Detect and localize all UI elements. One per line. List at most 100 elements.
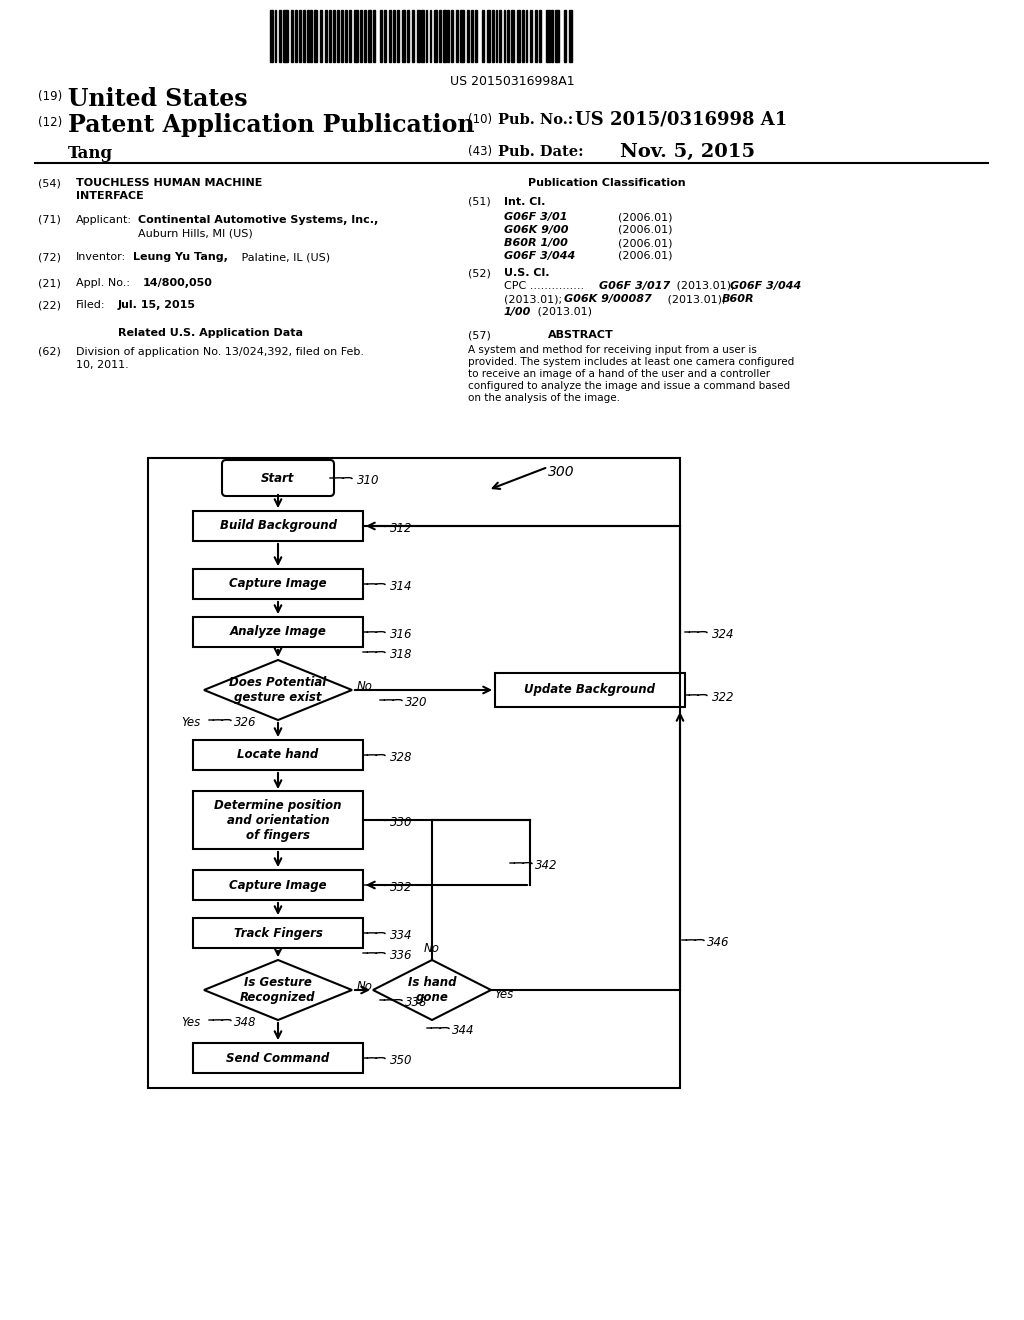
Bar [295,11,297,62]
Text: U.S. Cl.: U.S. Cl. [504,268,550,279]
Text: Yes: Yes [181,715,201,729]
Text: (2013.01);: (2013.01); [673,281,738,290]
Bar [384,11,385,62]
Text: Pub. Date:: Pub. Date: [498,145,584,158]
Bar [417,11,420,62]
Bar [283,11,288,62]
Bar [299,11,301,62]
Bar [511,11,514,62]
Text: (52): (52) [468,268,490,279]
Text: (2006.01): (2006.01) [618,224,673,235]
Bar [337,11,339,62]
Bar [412,11,414,62]
Text: Is hand
gone: Is hand gone [408,975,457,1005]
Text: B60R: B60R [722,294,755,304]
Text: (22): (22) [38,300,61,310]
Text: (51): (51) [468,197,490,207]
Text: Track Fingers: Track Fingers [233,927,323,940]
Bar [564,11,566,62]
Text: 350: 350 [390,1053,413,1067]
Bar [551,11,553,62]
Text: (2006.01): (2006.01) [618,251,673,261]
Bar [504,11,505,62]
Text: 1/00: 1/00 [504,308,531,317]
Bar [310,11,312,62]
Text: (62): (62) [38,347,60,356]
Bar [451,11,453,62]
Text: (12): (12) [38,116,62,129]
Bar [401,11,404,62]
Bar [470,11,472,62]
Text: 318: 318 [390,648,413,661]
Text: Update Background: Update Background [524,684,655,697]
Bar [429,11,431,62]
Text: provided. The system includes at least one camera configured: provided. The system includes at least o… [468,356,795,367]
Bar [474,11,477,62]
Bar [546,11,550,62]
Text: Nov. 5, 2015: Nov. 5, 2015 [620,143,755,161]
Text: G06F 3/01: G06F 3/01 [504,213,567,222]
Bar [447,11,449,62]
Text: 338: 338 [406,997,427,1008]
Text: Palatine, IL (US): Palatine, IL (US) [238,252,330,261]
Text: Yes: Yes [181,1015,201,1028]
Text: configured to analyze the image and issue a command based: configured to analyze the image and issu… [468,381,791,391]
Text: No: No [357,680,373,693]
Bar [516,11,519,62]
Text: 312: 312 [390,521,413,535]
Text: Patent Application Publication: Patent Application Publication [68,114,474,137]
Text: TOUCHLESS HUMAN MACHINE: TOUCHLESS HUMAN MACHINE [76,178,262,187]
Bar [460,11,464,62]
Text: 322: 322 [712,690,734,704]
Bar [496,11,497,62]
Bar [434,11,436,62]
Text: Auburn Hills, MI (US): Auburn Hills, MI (US) [138,228,253,238]
Text: Is Gesture
Recognized: Is Gesture Recognized [241,975,315,1005]
Bar [368,11,371,62]
Bar [307,11,308,62]
Bar [333,11,335,62]
Text: 346: 346 [707,936,729,949]
Bar [193,616,362,647]
Bar [568,11,571,62]
Text: Filed:: Filed: [76,300,105,310]
Text: Continental Automotive Systems, Inc.,: Continental Automotive Systems, Inc., [138,215,378,224]
Text: Does Potential
gesture exist: Does Potential gesture exist [229,676,327,704]
Bar [482,11,484,62]
Bar [325,11,327,62]
Text: 336: 336 [390,949,413,962]
Text: on the analysis of the image.: on the analysis of the image. [468,393,620,403]
Text: 320: 320 [406,696,427,709]
Bar [421,11,424,62]
Text: 314: 314 [390,579,413,593]
Text: ABSTRACT: ABSTRACT [548,330,613,341]
Text: 324: 324 [712,628,734,642]
Text: G06F 3/044: G06F 3/044 [730,281,801,290]
Bar [535,11,537,62]
Text: (2013.01);: (2013.01); [664,294,729,304]
Text: (43): (43) [468,145,493,158]
Bar [274,11,276,62]
Text: Yes: Yes [494,989,513,1002]
Bar [193,917,362,948]
Text: Leung Yu Tang,: Leung Yu Tang, [133,252,228,261]
Text: US 20150316998A1: US 20150316998A1 [450,75,574,88]
Text: 334: 334 [390,929,413,942]
Bar [507,11,509,62]
Text: US 2015/0316998 A1: US 2015/0316998 A1 [575,111,787,129]
Text: to receive an image of a hand of the user and a controller: to receive an image of a hand of the use… [468,370,770,379]
Text: (2013.01): (2013.01) [534,308,592,317]
Text: (2006.01): (2006.01) [618,213,673,222]
Bar [380,11,382,62]
Bar [373,11,375,62]
Bar [193,741,362,770]
Bar [314,11,316,62]
Text: 326: 326 [234,715,256,729]
Text: G06K 9/00: G06K 9/00 [504,224,568,235]
Text: 328: 328 [390,751,413,764]
Bar [359,11,362,62]
Bar [193,870,362,900]
Text: 310: 310 [357,474,380,487]
Bar [279,11,281,62]
Text: Determine position
and orientation
of fingers: Determine position and orientation of fi… [214,799,342,842]
